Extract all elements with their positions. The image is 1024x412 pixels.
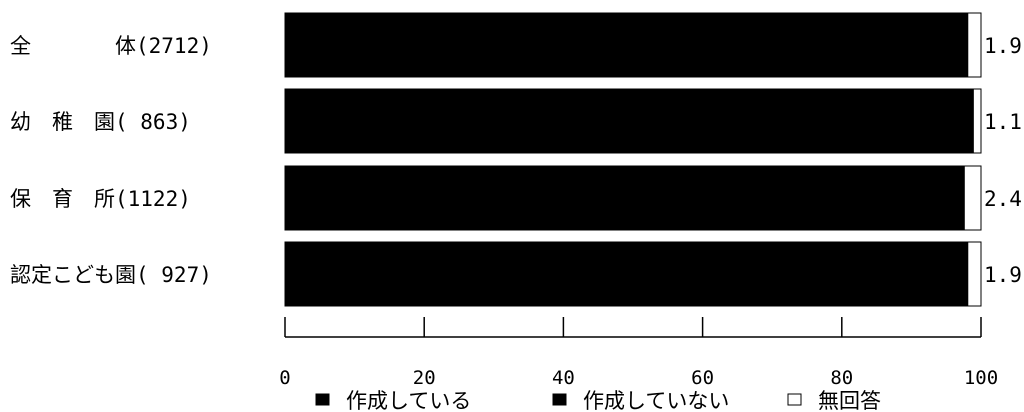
bar-3-1 <box>968 13 981 77</box>
x-tick-label: 20 <box>413 367 436 389</box>
legend-label-2: 作成していない <box>583 389 729 412</box>
bar-3-4 <box>968 242 981 306</box>
legend-label-3: 無回答 <box>818 389 881 412</box>
x-tick-label: 0 <box>279 367 290 389</box>
category-label: 保 育 所(1122) <box>10 187 191 211</box>
x-tick-label: 40 <box>552 367 575 389</box>
category-label: 幼 稚 園( 863) <box>10 110 191 134</box>
value-label: 1.1 <box>984 110 1022 134</box>
x-tick-label: 100 <box>964 367 998 389</box>
legend-swatch-2 <box>553 394 566 405</box>
bar-1-1 <box>285 13 966 77</box>
value-label: 2.4 <box>984 187 1022 211</box>
bar-1-2 <box>285 89 971 153</box>
bar-3-3 <box>964 166 981 230</box>
bar-1-3 <box>285 166 963 230</box>
bar-3-2 <box>973 89 981 153</box>
bar-1-4 <box>285 242 966 306</box>
value-label: 1.9 <box>984 34 1022 58</box>
legend-swatch-1 <box>316 394 329 405</box>
value-label: 1.9 <box>984 263 1022 287</box>
legend-label-1: 作成している <box>346 389 471 412</box>
legend-swatch-3 <box>788 394 801 405</box>
category-label: 全 体(2712) <box>10 34 212 58</box>
x-tick-label: 80 <box>830 367 853 389</box>
category-label: 認定こども園( 927) <box>10 263 212 287</box>
x-tick-label: 60 <box>691 367 714 389</box>
